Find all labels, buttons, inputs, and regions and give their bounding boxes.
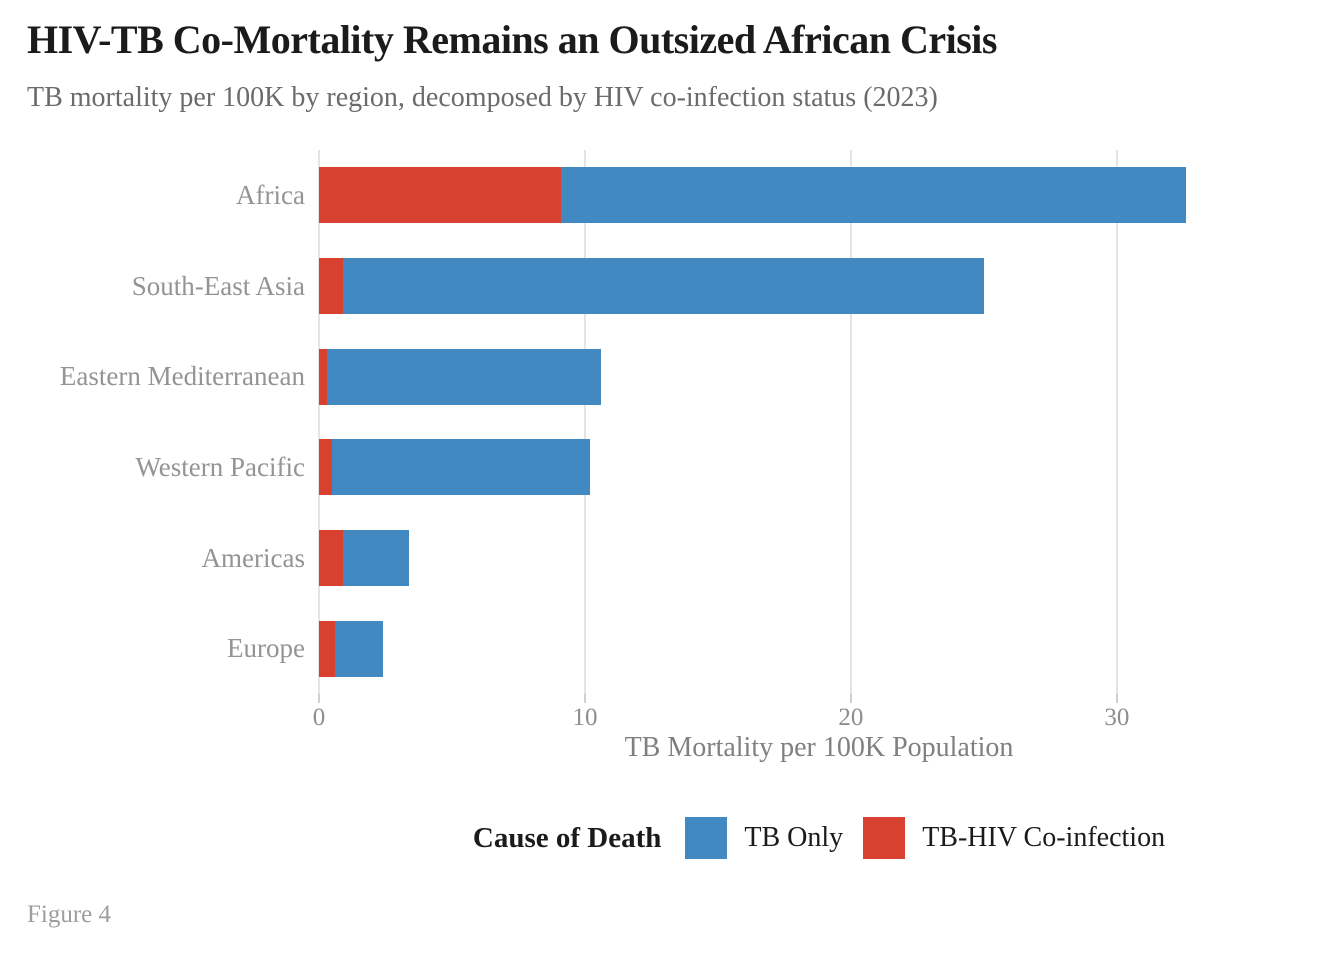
legend-label: TB Only bbox=[744, 822, 844, 853]
rows-layer: Africa South-East Asia Eastern Mediterrane… bbox=[60, 150, 1319, 694]
chart-subtitle: TB mortality per 100K by region, decompo… bbox=[27, 82, 938, 113]
bar-row-western-pacific: Western Pacific bbox=[135, 422, 1319, 513]
bar-row-eastern-mediterranean: Eastern Mediterranean bbox=[60, 331, 1319, 422]
bar-segment-tb-hiv-co-infection bbox=[319, 530, 343, 587]
bar-row-africa: Africa bbox=[236, 150, 1319, 241]
tickmark-20 bbox=[849, 694, 852, 703]
x-tick-label-20: 20 bbox=[838, 704, 864, 731]
bar-segment-tb-hiv-co-infection bbox=[319, 348, 327, 405]
bar-row-americas: Americas bbox=[202, 513, 1319, 604]
bar-segment-tb-only bbox=[342, 530, 410, 587]
x-tick-label-0: 0 bbox=[312, 704, 326, 731]
gridline-20 bbox=[849, 150, 852, 694]
bar-segment-tb-only bbox=[326, 348, 601, 405]
bar-segment-tb-hiv-co-infection bbox=[319, 620, 335, 677]
bar-row-south-east-asia: South-East Asia bbox=[132, 241, 1319, 332]
category-label: South-East Asia bbox=[131, 270, 305, 301]
bar-track bbox=[319, 348, 1319, 405]
gridline-30 bbox=[1115, 150, 1118, 694]
legend-title: Cause of Death bbox=[472, 821, 662, 854]
bar-segment-tb-hiv-co-infection bbox=[319, 258, 343, 314]
legend-swatch bbox=[685, 817, 728, 859]
legend-item-tb-only: TB Only bbox=[685, 817, 843, 859]
legend-label: TB-HIV Co-infection bbox=[922, 822, 1166, 853]
bar-track bbox=[319, 439, 1319, 496]
bar-track bbox=[319, 620, 1319, 677]
tickmark-30 bbox=[1115, 694, 1118, 703]
bar-segment-tb-hiv-co-infection bbox=[319, 167, 562, 224]
bar-track bbox=[319, 530, 1319, 587]
legend-swatch bbox=[863, 817, 906, 859]
bar-segment-tb-only bbox=[561, 167, 1187, 224]
tickmark-0 bbox=[318, 694, 320, 703]
x-tick-label-30: 30 bbox=[1104, 704, 1130, 731]
category-label: Western Pacific bbox=[135, 451, 305, 482]
bar-segment-tb-only bbox=[332, 439, 591, 496]
bar-segment-tb-only bbox=[334, 620, 383, 677]
bar-segment-tb-only bbox=[342, 258, 984, 314]
legend-item-tb-hiv-co-infection: TB-HIV Co-infection bbox=[863, 817, 1165, 859]
chart-title: HIV-TB Co-Mortality Remains an Outsized … bbox=[27, 17, 997, 62]
legend: Cause of Death TB Only TB-HIV Co-infectio… bbox=[319, 810, 1319, 866]
category-label: Americas bbox=[201, 542, 305, 573]
category-label: Africa bbox=[236, 179, 305, 210]
bar-row-europe: Europe bbox=[227, 603, 1319, 694]
bar-track bbox=[319, 167, 1319, 224]
x-tick-label-10: 10 bbox=[572, 704, 598, 731]
figure-caption: Figure 4 bbox=[27, 901, 112, 928]
gridline-10 bbox=[583, 150, 586, 694]
x-axis-title: TB Mortality per 100K Population bbox=[624, 732, 1014, 763]
bar-segment-tb-hiv-co-infection bbox=[319, 439, 333, 496]
gridline-0 bbox=[318, 150, 320, 694]
category-label: Eastern Mediterranean bbox=[59, 361, 305, 392]
tickmark-10 bbox=[583, 694, 586, 703]
plot-area: Africa South-East Asia Eastern Mediterrane… bbox=[60, 150, 1319, 731]
category-label: Europe bbox=[227, 633, 305, 664]
bar-track bbox=[319, 258, 1319, 314]
